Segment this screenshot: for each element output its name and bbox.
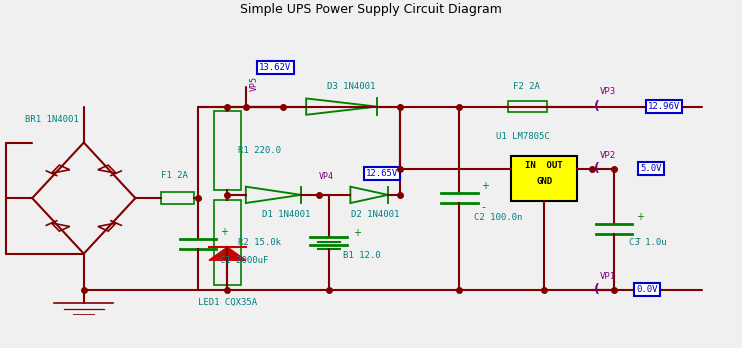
Text: GND: GND [536,177,552,186]
Text: VP2: VP2 [600,151,615,160]
Text: IN  OUT: IN OUT [525,161,563,170]
Text: C2 100.0n: C2 100.0n [474,213,522,222]
Text: F1 2A: F1 2A [161,171,188,180]
Text: +: + [482,181,490,191]
Text: U1 LM7805C: U1 LM7805C [496,132,550,141]
Text: LED1 CQX35A: LED1 CQX35A [198,298,257,307]
Text: VP1: VP1 [600,272,615,281]
Text: -: - [482,201,485,212]
Text: -: - [636,233,640,243]
Text: C1 2000uF: C1 2000uF [220,256,269,265]
Text: +: + [353,228,361,238]
Text: (: ( [594,162,600,175]
Bar [214,111,240,190]
Text: F2 2A: F2 2A [513,82,539,92]
Text: (: ( [594,283,600,296]
Text: R1 220.0: R1 220.0 [238,146,281,155]
Text: 13.62V: 13.62V [259,63,292,72]
Text: D2 1N4001: D2 1N4001 [351,210,399,219]
Text: (: ( [594,100,600,113]
Text: VP5: VP5 [249,76,258,91]
Polygon shape [209,247,246,260]
Text: B1 12.0: B1 12.0 [344,251,381,260]
Bar [214,200,240,285]
Text: D1 1N4001: D1 1N4001 [263,210,311,219]
Bar [162,192,194,204]
Text: -: - [220,247,224,258]
Text: 12.65V: 12.65V [366,169,398,178]
Bar [511,156,577,201]
Text: 5.0V: 5.0V [640,164,662,173]
Bar [508,101,547,112]
Text: 12.96V: 12.96V [648,102,680,111]
Text: D3 1N4001: D3 1N4001 [326,82,375,92]
Text: VP4: VP4 [319,172,334,181]
Text: R2 15.0k: R2 15.0k [238,238,281,247]
Text: 0.0V: 0.0V [637,285,658,294]
Text: +: + [636,212,644,222]
Text: BR1 1N4001: BR1 1N4001 [25,115,79,124]
Text: VP3: VP3 [600,87,615,96]
Title: Simple UPS Power Supply Circuit Diagram: Simple UPS Power Supply Circuit Diagram [240,3,502,16]
Text: +: + [220,227,228,237]
Text: C3 1.0u: C3 1.0u [628,238,666,247]
